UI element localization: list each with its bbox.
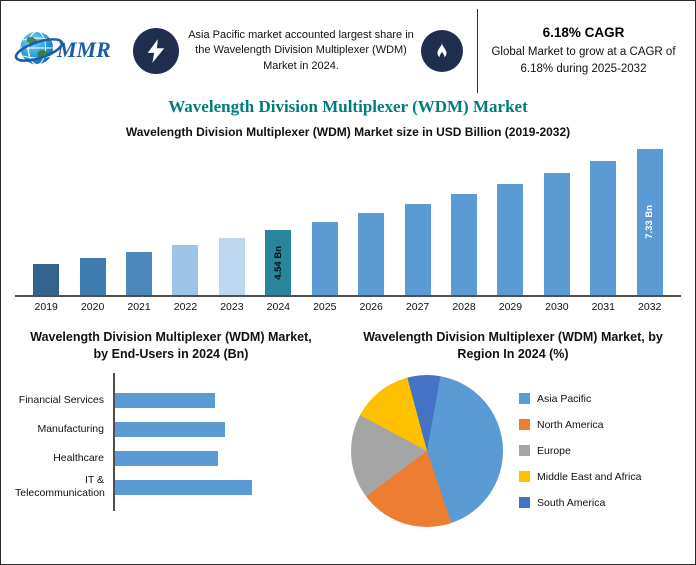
hbar-it-telecommunication bbox=[115, 479, 252, 495]
legend-swatch bbox=[519, 471, 530, 483]
bar-slot-2026 bbox=[348, 213, 394, 295]
x-axis-label-2030: 2030 bbox=[545, 301, 569, 313]
legend-label: South America bbox=[537, 496, 606, 509]
wdm-bar-chart: 4.54 Bn 7.33 Bn bbox=[15, 147, 681, 297]
legend-swatch bbox=[519, 445, 530, 457]
hbar-row: IT & Telecommunication bbox=[15, 474, 329, 499]
x-axis-label-2021: 2021 bbox=[127, 301, 151, 313]
pie-chart-title: Wavelength Division Multiplexer (WDM) Ma… bbox=[363, 330, 663, 361]
cagr-title: 6.18% CAGR bbox=[542, 25, 625, 41]
bar-2027 bbox=[404, 204, 431, 295]
bar-slot-2029 bbox=[487, 184, 533, 295]
hbar-label: Manufacturing bbox=[37, 422, 104, 435]
page-title: Wavelength Division Multiplexer (WDM) Ma… bbox=[168, 97, 528, 116]
flame-icon bbox=[437, 41, 447, 59]
bar-2031 bbox=[590, 161, 617, 295]
legend-item-asia-pacific: Asia Pacific bbox=[519, 393, 641, 405]
hbar-manufacturing bbox=[115, 421, 225, 437]
bar-2030 bbox=[543, 173, 570, 295]
hbar-row: Financial Services bbox=[19, 392, 329, 408]
market-size-chart-section: Wavelength Division Multiplexer (WDM) Ma… bbox=[9, 125, 687, 313]
legend-label: Europe bbox=[537, 444, 571, 457]
lightning-badge bbox=[133, 28, 179, 74]
hbar-label: IT & Telecommunication bbox=[15, 474, 105, 500]
hbar-label: Financial Services bbox=[18, 393, 104, 406]
bar-2026 bbox=[358, 213, 385, 295]
bar-value-label-2032: 7.33 Bn bbox=[644, 205, 656, 239]
regions-chart-section: Wavelength Division Multiplexer (WDM) Ma… bbox=[329, 327, 687, 527]
cagr-text: Global Market to grow at a CAGR of 6.18%… bbox=[491, 46, 676, 75]
bar-2029 bbox=[497, 184, 524, 295]
cagr-panel: 6.18% CAGR Global Market to grow at a CA… bbox=[477, 9, 683, 93]
x-axis-label-2031: 2031 bbox=[591, 301, 615, 313]
bar-slot-2031 bbox=[580, 161, 626, 295]
legend-item-south-america: South America bbox=[519, 497, 641, 509]
x-axis-label-2023: 2023 bbox=[220, 301, 244, 313]
bar-slot-2019 bbox=[23, 264, 69, 295]
legend-label: North America bbox=[537, 418, 604, 431]
bottom-row: Wavelength Division Multiplexer (WDM) Ma… bbox=[9, 327, 687, 527]
flame-badge bbox=[421, 30, 463, 72]
x-axis-label-2019: 2019 bbox=[34, 301, 58, 313]
bar-slot-2025 bbox=[302, 222, 348, 295]
bar-2022 bbox=[172, 245, 199, 295]
legend-swatch bbox=[519, 497, 530, 509]
hbar-label: Healthcare bbox=[53, 451, 104, 464]
legend-item-north-america: North America bbox=[519, 419, 641, 431]
bar-2024: 4.54 Bn bbox=[265, 230, 292, 295]
hbar-healthcare bbox=[115, 450, 218, 466]
pie-legend: Asia Pacific North America Europe Middle Ea… bbox=[519, 393, 641, 509]
x-axis-label-2032: 2032 bbox=[638, 301, 662, 313]
bar-slot-2032: 7.33 Bn bbox=[626, 149, 672, 295]
x-axis-label-2028: 2028 bbox=[452, 301, 476, 313]
x-axis-label-2024: 2024 bbox=[266, 301, 290, 313]
globe-logo-icon: MMR bbox=[14, 30, 111, 65]
header: MMR Asia Pacific market accounted larges… bbox=[9, 7, 687, 95]
x-axis-label-2026: 2026 bbox=[359, 301, 383, 313]
x-axis-label-2029: 2029 bbox=[498, 301, 523, 313]
endusers-chart-section: Wavelength Division Multiplexer (WDM) Ma… bbox=[9, 327, 329, 527]
bar-2021 bbox=[126, 252, 153, 295]
hbar-financial-services bbox=[115, 392, 215, 408]
hbar-row: Healthcare bbox=[53, 450, 329, 466]
bar-slot-2028 bbox=[441, 194, 487, 295]
bar-2020 bbox=[79, 258, 106, 295]
bar-value-label-2024: 4.54 Bn bbox=[272, 245, 284, 280]
bar-slot-2030 bbox=[534, 173, 580, 295]
region-pie bbox=[351, 374, 503, 527]
endusers-chart-title: Wavelength Division Multiplexer (WDM) Ma… bbox=[30, 330, 312, 361]
bar-2025 bbox=[311, 222, 338, 295]
hbar-row: Manufacturing bbox=[37, 421, 329, 437]
endusers-chart-rows: Financial Services Manufacturing Healthcar… bbox=[15, 372, 329, 511]
legend-swatch bbox=[519, 393, 530, 405]
bar-2028 bbox=[451, 194, 477, 295]
bar-slot-2022 bbox=[162, 245, 208, 295]
bar-slot-2021 bbox=[116, 252, 162, 295]
bar-slot-2020 bbox=[69, 258, 115, 295]
logo-text: MMR bbox=[56, 37, 111, 62]
legend-swatch bbox=[519, 419, 530, 431]
legend-item-europe: Europe bbox=[519, 445, 641, 457]
bar-2019 bbox=[33, 264, 60, 295]
legend-label: Asia Pacific bbox=[537, 392, 592, 405]
x-axis-label-2027: 2027 bbox=[405, 301, 430, 313]
bar-chart-title: Wavelength Division Multiplexer (WDM) Ma… bbox=[125, 125, 571, 139]
mmr-logo: MMR bbox=[13, 24, 131, 79]
x-axis-label-2020: 2020 bbox=[80, 301, 105, 313]
bar-chart-xaxis: 2019 2020 2021 2022 2023 2024 2025 2026 2027 2028… bbox=[15, 301, 681, 313]
bar-slot-2024: 4.54 Bn bbox=[255, 230, 301, 295]
lightning-icon bbox=[147, 39, 165, 63]
header-insight-text: Asia Pacific market accounted largest sh… bbox=[188, 28, 414, 72]
bar-slot-2023 bbox=[209, 238, 255, 295]
x-axis-label-2025: 2025 bbox=[313, 301, 337, 313]
x-axis-label-2022: 2022 bbox=[173, 301, 198, 313]
legend-label: Middle East and Africa bbox=[537, 470, 642, 483]
pie-area: Asia Pacific North America Europe Middle Ea… bbox=[345, 374, 681, 527]
bar-slot-2027 bbox=[394, 204, 440, 295]
bar-2023 bbox=[218, 238, 245, 295]
legend-item-middle-east-and-africa: Middle East and Africa bbox=[519, 471, 641, 483]
bar-2032: 7.33 Bn bbox=[636, 149, 663, 295]
